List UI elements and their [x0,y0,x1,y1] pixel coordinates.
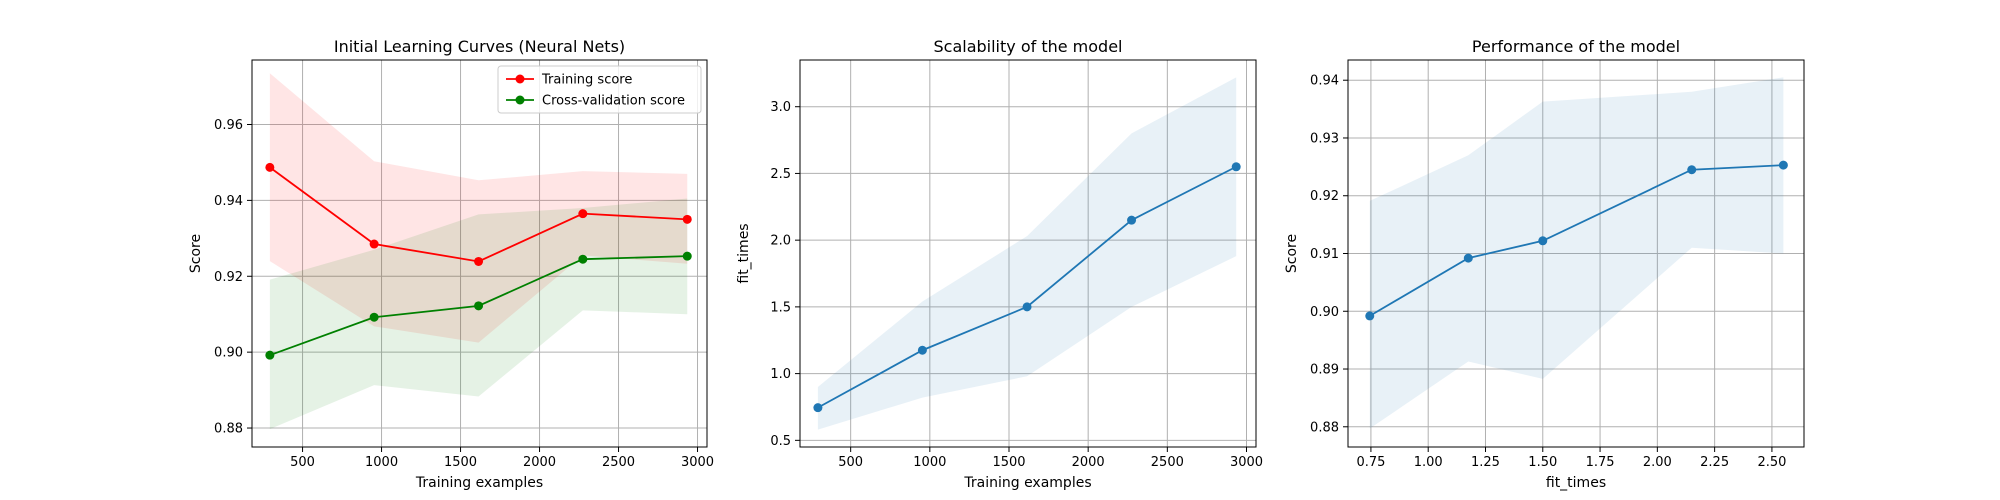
data-point [1778,160,1788,170]
legend: Training score Cross-validation score [497,65,702,114]
chart-title: Initial Learning Curves (Neural Nets) [334,37,625,56]
y-tick-label: 2.5 [770,167,791,182]
y-tick-label: 0.92 [1310,189,1339,204]
y-tick-label: 0.5 [770,434,791,449]
y-axis-label: fit_times [736,223,752,283]
x-axis-label: Training examples [415,475,543,491]
axes-frame [799,59,1257,448]
data-point [682,214,692,224]
performance-panel: 0.75 1.00 1.25 1.50 1.75 2.00 2.25 2.50 0.88 0.89… [1284,37,1805,491]
learning-curve-panel: 500 1000 1500 2000 2500 3000 0.88 0.90 0.92 0.94 0… [188,37,714,491]
legend-marker-cross-validation [515,95,525,105]
x-tick-label: 1000 [365,455,398,470]
x-tick-label: 2.50 [1757,455,1786,470]
legend-label-training: Training score [541,73,632,88]
y-tick-label: 1.0 [770,367,791,382]
x-tick-label: 0.75 [1356,455,1385,470]
x-tick-label: 3000 [681,455,714,470]
data-point [1127,215,1137,225]
axes-frame [251,59,708,448]
y-tick-label: 0.91 [1310,247,1339,262]
data-point [1538,236,1548,246]
x-tick-label: 2.25 [1700,455,1729,470]
y-tick-label: 3.0 [770,100,791,115]
x-tick-label: 500 [838,455,863,470]
y-tick-label: 0.96 [214,118,243,133]
data-point [813,403,823,413]
x-tick-label: 1.50 [1528,455,1557,470]
confidence-band [1369,77,1784,429]
data-point [369,239,379,249]
data-point [578,254,588,264]
x-tick-label: 2.00 [1643,455,1672,470]
y-tick-label: 0.92 [214,270,243,285]
x-axis-label: fit_times [1546,475,1606,491]
y-tick-label: 0.88 [214,422,243,437]
chart-title: Scalability of the model [934,37,1123,56]
x-tick-label: 1.25 [1471,455,1500,470]
y-tick-label: 0.89 [1310,363,1339,378]
x-tick-label: 2500 [602,455,635,470]
data-point [1365,311,1375,321]
data-point [1231,162,1241,172]
data-point [682,251,692,261]
scalability-panel: 500 1000 1500 2000 2500 3000 0.5 1.0 1.5 2.0 2.5 3.… [736,37,1263,491]
x-tick-label: 1.00 [1414,455,1443,470]
legend-box [497,65,702,114]
data-point [265,350,275,360]
confidence-band [269,73,688,343]
x-tick-label: 500 [290,455,315,470]
legend-marker-training [515,74,525,84]
x-tick-label: 2500 [1151,455,1184,470]
y-axis-label: Score [1284,234,1300,273]
data-point [917,345,927,355]
confidence-band [817,77,1237,430]
data-point [1463,253,1473,263]
x-tick-label: 2000 [523,455,556,470]
data-point [1022,302,1032,312]
data-point [578,209,588,219]
y-tick-label: 0.94 [1310,74,1339,89]
y-tick-label: 1.5 [770,300,791,315]
x-axis-label: Training examples [963,475,1091,491]
data-point [1687,165,1697,175]
data-point [369,312,379,322]
y-axis-label: Score [188,234,204,273]
data-point [474,256,484,266]
x-tick-label: 3000 [1230,455,1263,470]
y-tick-label: 0.94 [214,194,243,209]
y-tick-label: 0.93 [1310,131,1339,146]
chart-title: Performance of the model [1472,37,1680,56]
y-tick-label: 0.90 [1310,305,1339,320]
data-point [265,162,275,172]
x-tick-label: 2000 [1072,455,1105,470]
x-tick-label: 1.75 [1586,455,1615,470]
x-tick-label: 1500 [992,455,1025,470]
data-point [474,301,484,311]
y-tick-label: 0.88 [1310,420,1339,435]
legend-label-cross-validation: Cross-validation score [542,94,685,109]
x-tick-label: 1000 [913,455,946,470]
y-tick-label: 2.0 [770,234,791,249]
y-tick-label: 0.90 [214,346,243,361]
x-tick-label: 1500 [444,455,477,470]
